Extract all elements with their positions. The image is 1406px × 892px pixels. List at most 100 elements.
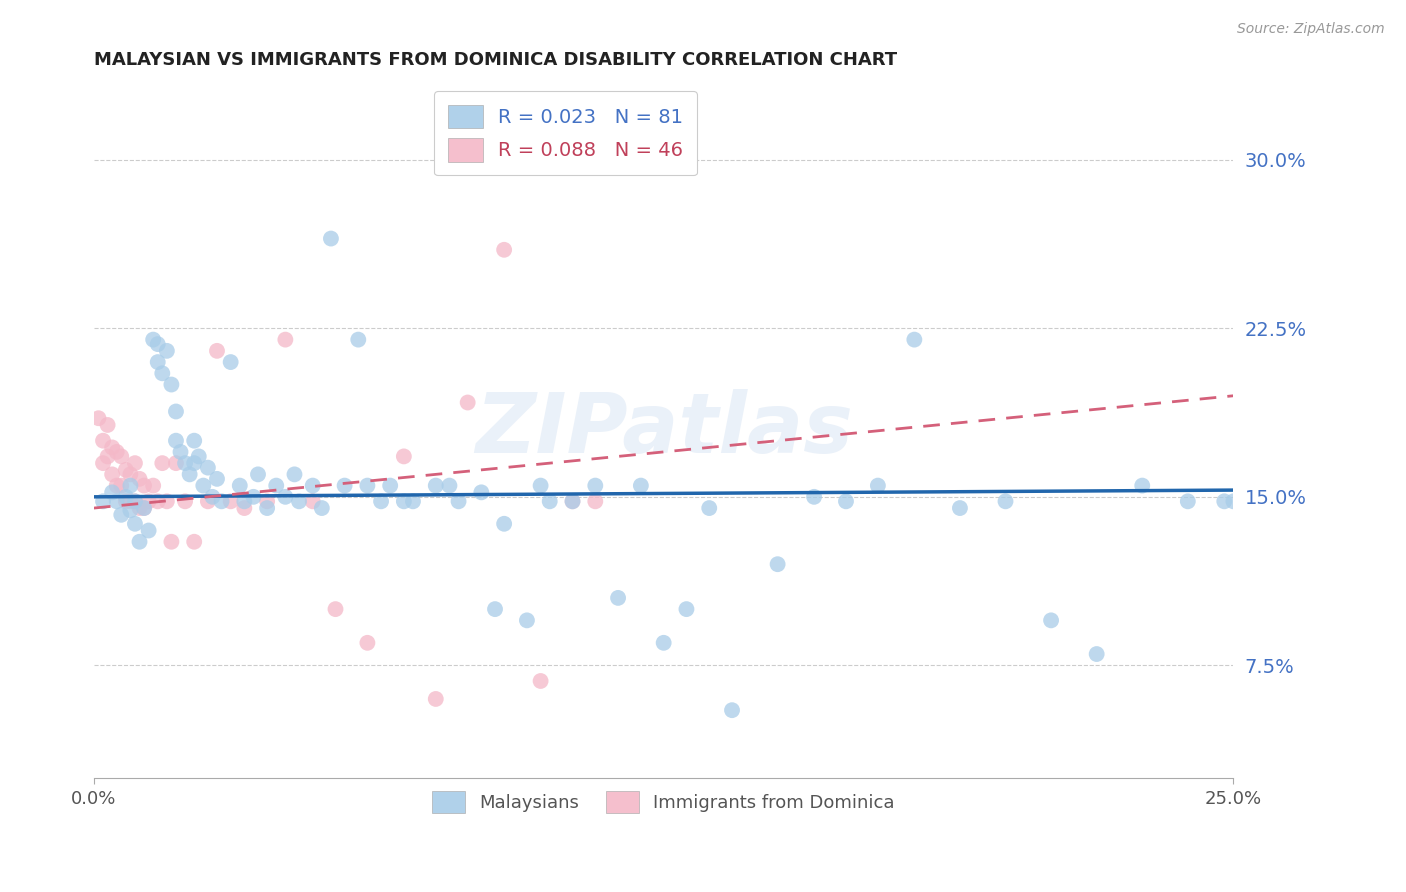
Point (87, 411, 110, 425)
Point (156, 494, 179, 508)
Point (150, 456, 173, 470)
Point (150, 367, 173, 381)
Point (205, 343, 228, 358)
Point (311, 501, 333, 516)
Point (425, 692, 447, 706)
Point (110, 508, 132, 522)
Point (124, 456, 146, 470)
Point (835, 494, 858, 508)
Point (561, 494, 583, 508)
Point (101, 485, 124, 500)
Point (174, 456, 197, 470)
Point (721, 703, 744, 717)
Point (866, 478, 889, 492)
Point (402, 494, 425, 508)
Point (124, 494, 146, 508)
Point (120, 467, 142, 482)
Point (325, 602, 347, 616)
Point (197, 460, 219, 475)
Point (132, 478, 155, 492)
Point (949, 501, 972, 516)
Point (110, 478, 132, 492)
Text: Source: ZipAtlas.com: Source: ZipAtlas.com (1237, 22, 1385, 37)
Point (347, 333, 370, 347)
Point (183, 434, 205, 448)
Point (256, 494, 278, 508)
Point (183, 456, 205, 470)
Point (652, 636, 675, 650)
Point (165, 456, 187, 470)
Point (128, 472, 150, 486)
Point (247, 467, 270, 482)
Point (211, 494, 233, 508)
Point (105, 445, 128, 459)
Point (193, 478, 215, 492)
Point (274, 490, 297, 504)
Point (1130, 478, 1153, 492)
Point (101, 467, 124, 482)
Text: ZIPatlas: ZIPatlas (475, 389, 852, 470)
Point (994, 494, 1017, 508)
Point (1213, 494, 1236, 508)
Point (201, 490, 224, 504)
Point (91, 456, 114, 470)
Point (105, 478, 128, 492)
Point (630, 478, 652, 492)
Point (105, 494, 128, 508)
Point (484, 602, 506, 616)
Point (156, 343, 179, 358)
Point (142, 478, 165, 492)
Point (607, 591, 630, 605)
Point (114, 494, 136, 508)
Point (470, 485, 492, 500)
Point (1222, 494, 1244, 508)
Point (197, 494, 219, 508)
Point (114, 463, 136, 477)
Point (1085, 647, 1108, 661)
Point (120, 494, 142, 508)
Point (264, 478, 287, 492)
Point (128, 501, 150, 516)
Point (392, 450, 415, 464)
Point (229, 478, 252, 492)
Point (494, 516, 516, 531)
Point (529, 478, 551, 492)
Point (165, 404, 187, 418)
Point (124, 516, 146, 531)
Point (179, 467, 201, 482)
Point (583, 494, 606, 508)
Point (97, 417, 120, 432)
Point (529, 673, 551, 688)
Point (138, 494, 160, 508)
Point (146, 494, 169, 508)
Point (132, 501, 155, 516)
Point (124, 494, 146, 508)
Point (283, 467, 305, 482)
Text: MALAYSIAN VS IMMIGRANTS FROM DOMINICA DISABILITY CORRELATION CHART: MALAYSIAN VS IMMIGRANTS FROM DOMINICA DI… (94, 51, 897, 69)
Point (447, 494, 470, 508)
Point (301, 494, 323, 508)
Point (165, 434, 187, 448)
Point (97, 450, 120, 464)
Point (110, 450, 132, 464)
Point (675, 602, 697, 616)
Point (561, 494, 583, 508)
Point (91, 434, 114, 448)
Point (132, 501, 155, 516)
Point (169, 445, 191, 459)
Point (903, 333, 925, 347)
Point (370, 494, 392, 508)
Point (494, 243, 516, 257)
Point (356, 636, 378, 650)
Point (1040, 613, 1063, 627)
Point (128, 534, 150, 549)
Point (256, 501, 278, 516)
Point (142, 333, 165, 347)
Point (301, 478, 323, 492)
Point (183, 534, 205, 549)
Point (138, 524, 160, 538)
Point (439, 478, 461, 492)
Point (101, 441, 124, 455)
Point (380, 478, 402, 492)
Point (219, 355, 242, 369)
